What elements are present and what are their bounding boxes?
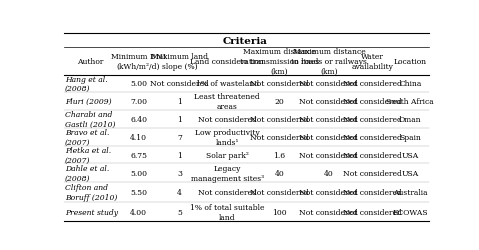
Text: Least threatened
areas: Least threatened areas (194, 93, 260, 111)
Text: 20: 20 (274, 98, 284, 106)
Text: USA: USA (402, 151, 419, 159)
Text: 100: 100 (272, 208, 287, 216)
Text: Not considered: Not considered (250, 80, 309, 88)
Text: 4.00: 4.00 (130, 208, 147, 216)
Text: Oman: Oman (399, 116, 422, 124)
Text: Not considered: Not considered (250, 188, 309, 196)
Text: Dahle et al.
(2008): Dahle et al. (2008) (65, 164, 109, 182)
Text: 5: 5 (177, 208, 182, 216)
Text: Land consideration: Land consideration (190, 58, 264, 66)
Text: Not considered: Not considered (250, 116, 309, 124)
Text: Not considered: Not considered (343, 98, 402, 106)
Text: Not considered: Not considered (299, 80, 358, 88)
Text: 7: 7 (177, 133, 182, 141)
Text: Not considered: Not considered (299, 188, 358, 196)
Text: Not considered: Not considered (343, 169, 402, 177)
Text: Not considered: Not considered (343, 80, 402, 88)
Text: 7.00: 7.00 (130, 98, 147, 106)
Text: 1: 1 (177, 116, 182, 124)
Text: Present study: Present study (65, 208, 118, 216)
Text: Spain: Spain (399, 133, 421, 141)
Text: 40: 40 (274, 169, 284, 177)
Text: Low productivity
lands¹: Low productivity lands¹ (195, 128, 260, 146)
Text: 5.00: 5.00 (130, 80, 147, 88)
Text: Not considered: Not considered (299, 133, 358, 141)
Text: Author: Author (77, 58, 103, 66)
Text: 1: 1 (177, 151, 182, 159)
Text: Not considered: Not considered (343, 188, 402, 196)
Text: 5.00: 5.00 (130, 169, 147, 177)
Text: 6.40: 6.40 (130, 116, 147, 124)
Text: South Africa: South Africa (387, 98, 434, 106)
Text: Not considered: Not considered (299, 98, 358, 106)
Text: Criteria: Criteria (223, 36, 268, 46)
Text: 4.10: 4.10 (130, 133, 147, 141)
Text: ECOWAS: ECOWAS (392, 208, 428, 216)
Text: Not considered: Not considered (299, 151, 358, 159)
Text: Legacy
management sites³: Legacy management sites³ (191, 164, 264, 182)
Text: 1: 1 (177, 98, 182, 106)
Text: Water
availability: Water availability (352, 53, 393, 71)
Text: Location: Location (394, 58, 427, 66)
Text: Not considered: Not considered (299, 116, 358, 124)
Text: Hang et al.
(2008): Hang et al. (2008) (65, 75, 108, 93)
Text: Maximum distance
to roads or railways
(km): Maximum distance to roads or railways (k… (291, 48, 367, 76)
Text: Not considered: Not considered (343, 208, 402, 216)
Text: 5.50: 5.50 (130, 188, 147, 196)
Text: Minimum DNI
(kWh/m²/d): Minimum DNI (kWh/m²/d) (111, 53, 166, 71)
Text: Charabi and
Gastli (2010): Charabi and Gastli (2010) (65, 111, 115, 128)
Text: Bravo et al.
(2007): Bravo et al. (2007) (65, 128, 109, 146)
Text: Clifton and
Boruff (2010): Clifton and Boruff (2010) (65, 183, 117, 201)
Text: 3: 3 (177, 169, 182, 177)
Text: Australia: Australia (393, 188, 428, 196)
Text: Maximum distance
to transmission lines
(km): Maximum distance to transmission lines (… (240, 48, 319, 76)
Text: USA: USA (402, 169, 419, 177)
Text: 1.6: 1.6 (274, 151, 285, 159)
Text: 1% of total suitable
land: 1% of total suitable land (190, 203, 264, 220)
Text: Not considered: Not considered (198, 116, 257, 124)
Text: Not considered: Not considered (299, 208, 358, 216)
Text: China: China (399, 80, 422, 88)
Text: Pletka et al.
(2007): Pletka et al. (2007) (65, 146, 111, 164)
Text: Fluri (2009): Fluri (2009) (65, 98, 112, 106)
Text: 4: 4 (177, 188, 182, 196)
Text: 40: 40 (324, 169, 334, 177)
Text: Not considered: Not considered (343, 133, 402, 141)
Text: 6.75: 6.75 (130, 151, 147, 159)
Text: Not considered: Not considered (150, 80, 209, 88)
Text: Not considered: Not considered (343, 116, 402, 124)
Text: Not considered: Not considered (250, 133, 309, 141)
Text: Not considered: Not considered (198, 188, 257, 196)
Text: 1% of wasteland: 1% of wasteland (195, 80, 259, 88)
Text: Maximum land
slope (%): Maximum land slope (%) (151, 53, 208, 71)
Text: Not considered: Not considered (343, 151, 402, 159)
Text: Solar park²: Solar park² (206, 151, 249, 159)
